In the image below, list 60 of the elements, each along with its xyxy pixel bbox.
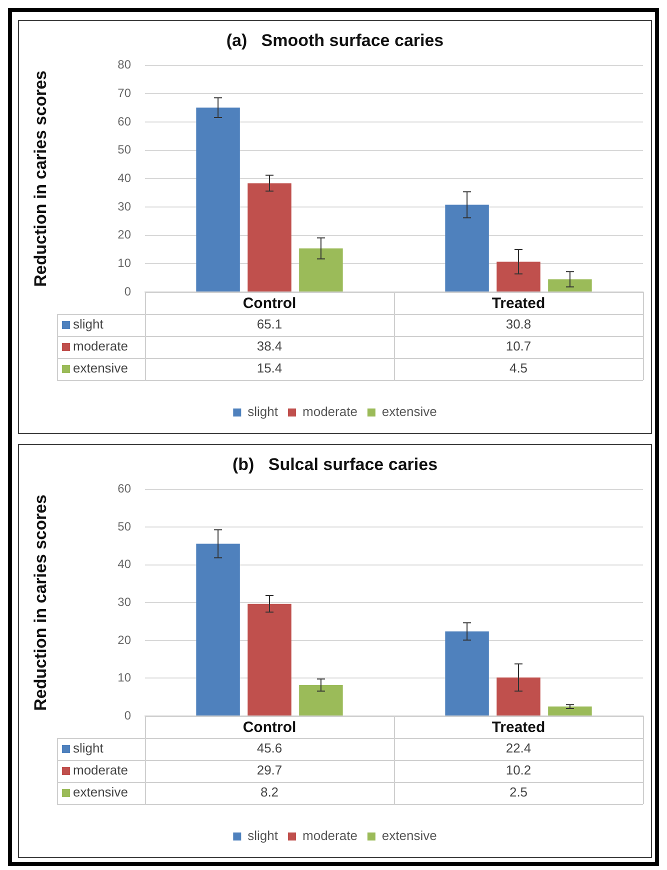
y-tick-label: 80	[118, 58, 132, 72]
legend-label: slight	[73, 316, 104, 332]
text: extensive	[73, 784, 128, 800]
y-tick-label: 10	[118, 670, 132, 685]
y-tick-label: 10	[118, 256, 132, 270]
x-tick-label: Treated	[492, 295, 546, 312]
bar	[196, 108, 240, 292]
data-label: 30.8	[506, 316, 532, 332]
y-tick-label: 20	[118, 228, 132, 242]
y-tick-label: 0	[124, 708, 132, 722]
data-label: 65.1	[256, 316, 282, 332]
y-tick-label: 70	[118, 86, 132, 100]
text: extensive	[73, 360, 128, 376]
y-tick-label: 40	[118, 171, 132, 186]
text: slight	[248, 404, 278, 420]
data-label: 45.6	[256, 740, 282, 756]
bar	[548, 279, 592, 292]
y-axis-title: Reduction in caries scores	[30, 494, 50, 711]
y-tick-label: 0	[124, 284, 132, 298]
legend-label: moderate	[302, 828, 358, 844]
y-tick-label: 30	[118, 595, 132, 610]
y-tick-label: 50	[118, 519, 132, 534]
legend-label: extensive	[382, 828, 437, 844]
bar	[548, 706, 592, 716]
x-tick-label: Control	[242, 295, 296, 312]
chart-title: (b) Sulcal surface caries	[232, 454, 438, 474]
bar	[196, 544, 240, 716]
text: slight	[248, 828, 278, 844]
data-label: 22.4	[506, 740, 532, 756]
x-tick-label: Control	[242, 719, 296, 736]
bar	[299, 685, 343, 716]
data-label: 10.2	[506, 762, 532, 778]
data-label: 38.4	[256, 338, 282, 354]
data-label: 29.7	[256, 762, 282, 778]
y-axis-title: Reduction in caries scores	[30, 70, 50, 287]
data-label: 8.2	[260, 784, 279, 800]
bar	[445, 631, 489, 716]
y-tick-label: 50	[118, 142, 132, 157]
y-tick-label: 40	[118, 557, 132, 572]
data-label: 15.4	[256, 360, 282, 376]
y-tick-label: 60	[118, 482, 132, 496]
data-label: 2.5	[509, 784, 528, 800]
text: moderate	[73, 338, 128, 354]
y-tick-label: 30	[118, 199, 132, 214]
bar	[248, 183, 292, 292]
bar	[445, 204, 489, 292]
data-label: 10.7	[506, 338, 532, 354]
bar	[496, 262, 540, 292]
chart-title: (a) Smooth surface caries	[226, 30, 444, 50]
bar	[299, 248, 343, 292]
y-tick-label: 20	[118, 632, 132, 647]
text: moderate	[73, 762, 128, 778]
bar	[248, 604, 292, 716]
bar	[496, 677, 540, 716]
legend-label: extensive	[382, 404, 437, 420]
x-tick-label: Treated	[492, 719, 546, 736]
legend-label: moderate	[302, 404, 358, 420]
legend-label: slight	[73, 740, 104, 756]
y-tick-label: 60	[118, 114, 132, 128]
data-label: 4.5	[509, 360, 528, 376]
